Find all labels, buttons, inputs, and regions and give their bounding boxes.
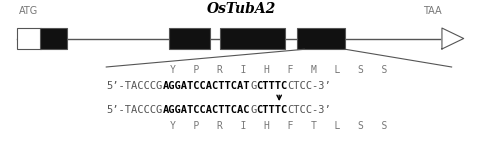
Text: 5’-TACCCG: 5’-TACCCG [106,81,162,91]
Text: CTTTC: CTTTC [256,105,287,115]
Text: CTCC-3’: CTCC-3’ [287,81,331,91]
Text: Y   P   R   I   H   F   T   L   S   S: Y P R I H F T L S S [170,121,388,131]
Bar [220,28,285,49]
Bar [297,28,345,49]
Text: AGGATCCACTTCAC: AGGATCCACTTCAC [162,105,250,115]
Text: G: G [250,105,256,115]
Text: AGGATCCACTTCAT: AGGATCCACTTCAT [162,81,250,91]
Text: CTCC-3’: CTCC-3’ [287,105,331,115]
Text: OsTubA2: OsTubA2 [207,2,276,16]
Bar [169,28,210,49]
Bar [40,28,67,49]
Text: G: G [250,81,256,91]
Polygon shape [442,28,464,49]
Text: Y   P   R   I   H   F   M   L   S   S: Y P R I H F M L S S [170,65,388,75]
Text: 5’-TACCCG: 5’-TACCCG [106,105,162,115]
Text: ATG: ATG [19,6,39,16]
Text: CTTTC: CTTTC [256,81,287,91]
Text: TAA: TAA [423,6,441,16]
Bar [17,28,41,49]
